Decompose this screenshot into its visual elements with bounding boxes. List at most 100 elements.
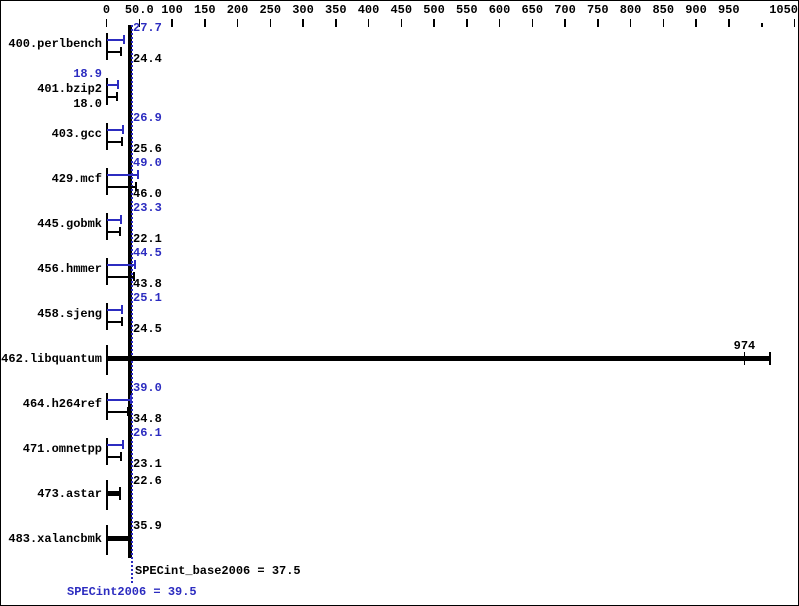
base-value-label: 43.8 (133, 277, 162, 291)
base-bar (106, 276, 136, 278)
base-bar-cap (121, 137, 124, 146)
x-axis-tick (302, 19, 304, 27)
peak-value-label: 49.0 (133, 156, 162, 170)
x-axis-tick-label: 650 (521, 3, 544, 17)
benchmark-label: 429.mcf (51, 172, 102, 186)
peak-bar-cap (122, 125, 125, 134)
x-axis-tick-label: 200 (226, 3, 249, 17)
benchmark-label: 464.h264ref (22, 397, 102, 411)
peak-value-label: 23.3 (133, 201, 162, 215)
peak-bar (106, 444, 124, 446)
base-bar (106, 411, 130, 413)
x-axis-tick-label: 600 (488, 3, 511, 17)
result-bar-cap (769, 352, 772, 365)
x-axis-tick (138, 19, 140, 27)
x-axis-tick-label: 700 (554, 3, 576, 17)
peak-bar (106, 39, 125, 41)
result-bar-cap (128, 532, 130, 545)
x-axis-tick-label: 750 (586, 3, 609, 17)
base-bar (106, 96, 119, 98)
bar-left-cap (106, 213, 108, 240)
x-axis-tick-label: 450 (390, 3, 413, 17)
bar-left-cap (106, 438, 108, 465)
base-value-label: 22.1 (133, 232, 162, 246)
x-axis-tick-label: 800 (619, 3, 642, 17)
base-value-label: 24.5 (133, 322, 162, 336)
x-axis-tick-label: 500 (423, 3, 445, 17)
x-axis-tick (531, 19, 533, 27)
x-axis-tick (695, 19, 697, 27)
base-value-label: 46.0 (133, 187, 162, 201)
peak-bar (106, 84, 119, 86)
bar-left-cap (106, 78, 108, 105)
x-axis-tick-label: 950 (717, 3, 740, 17)
peak-bar-cap (116, 80, 119, 89)
peak-value-label: 26.1 (133, 426, 162, 440)
x-axis-tick-label: 550 (455, 3, 478, 17)
peak-value-label: 27.7 (133, 21, 162, 35)
base-bar (106, 231, 121, 233)
base-bar (106, 51, 123, 53)
x-axis-tick-label: 150 (193, 3, 216, 17)
peak-bar-cap (120, 305, 123, 314)
x-axis-tick-label: 0 (102, 3, 111, 17)
x-axis-tick (793, 19, 795, 27)
base-value-label: 23.1 (133, 457, 162, 471)
x-axis-tick-label: 100 (161, 3, 183, 17)
base-bar-cap (119, 452, 122, 461)
base-bar-cap (127, 407, 130, 416)
x-axis-tick (564, 19, 566, 27)
result-bar (106, 356, 772, 361)
peak-value-label: 44.5 (133, 246, 162, 260)
x-axis-tick-label: 300 (292, 3, 314, 17)
peak-value-label: 39.0 (133, 381, 162, 395)
base-bar-cap (120, 317, 123, 326)
x-axis-tick-label: 400 (357, 3, 380, 17)
x-axis-tick (433, 19, 435, 27)
peak-bar-cap (136, 170, 139, 179)
peak-bar (106, 309, 123, 311)
median-tick (743, 352, 746, 365)
x-axis-tick (597, 19, 599, 27)
peak-bar-cap (122, 35, 125, 44)
base-summary-label: SPECint_base2006 = 37.5 (135, 564, 301, 578)
x-axis-tick (105, 19, 108, 27)
base-value-label: 34.8 (133, 412, 162, 426)
base-value-label: 18.0 (73, 97, 102, 111)
peak-bar (106, 219, 122, 221)
x-axis-tick (236, 19, 239, 27)
peak-bar-cap (130, 395, 133, 404)
result-value-label: 974 (733, 339, 756, 353)
bar-left-cap (106, 393, 108, 420)
x-axis-tick-label: 350 (324, 3, 347, 17)
result-bar (106, 491, 122, 496)
result-value-label: 22.6 (133, 474, 162, 488)
x-axis-tick (662, 19, 664, 27)
base-bar (106, 141, 124, 143)
peak-value-label: 26.9 (133, 111, 162, 125)
base-bar (106, 456, 122, 458)
bar-left-cap (106, 123, 108, 150)
benchmark-label: 462.libquantum (1, 352, 102, 366)
peak-bar-cap (121, 440, 124, 449)
peak-bar (106, 129, 125, 131)
benchmark-label: 400.perlbench (8, 37, 102, 51)
base-bar-cap (116, 92, 119, 101)
base-value-label: 24.4 (133, 52, 162, 66)
peak-bar-cap (119, 215, 122, 224)
benchmark-label: 458.sjeng (37, 307, 102, 321)
x-axis-tick (204, 19, 206, 27)
base-value-label: 25.6 (133, 142, 162, 156)
result-bar (106, 536, 130, 541)
base-bar (106, 321, 123, 323)
benchmark-label: 473.astar (37, 487, 102, 501)
base-bar (106, 186, 137, 188)
x-axis-tick (335, 19, 337, 27)
bar-left-cap (106, 33, 108, 60)
peak-bar (106, 264, 136, 266)
bar-left-cap (106, 168, 108, 195)
result-bar-cap (119, 487, 122, 500)
base-mean-line (127, 25, 132, 558)
result-value-label: 35.9 (133, 519, 162, 533)
